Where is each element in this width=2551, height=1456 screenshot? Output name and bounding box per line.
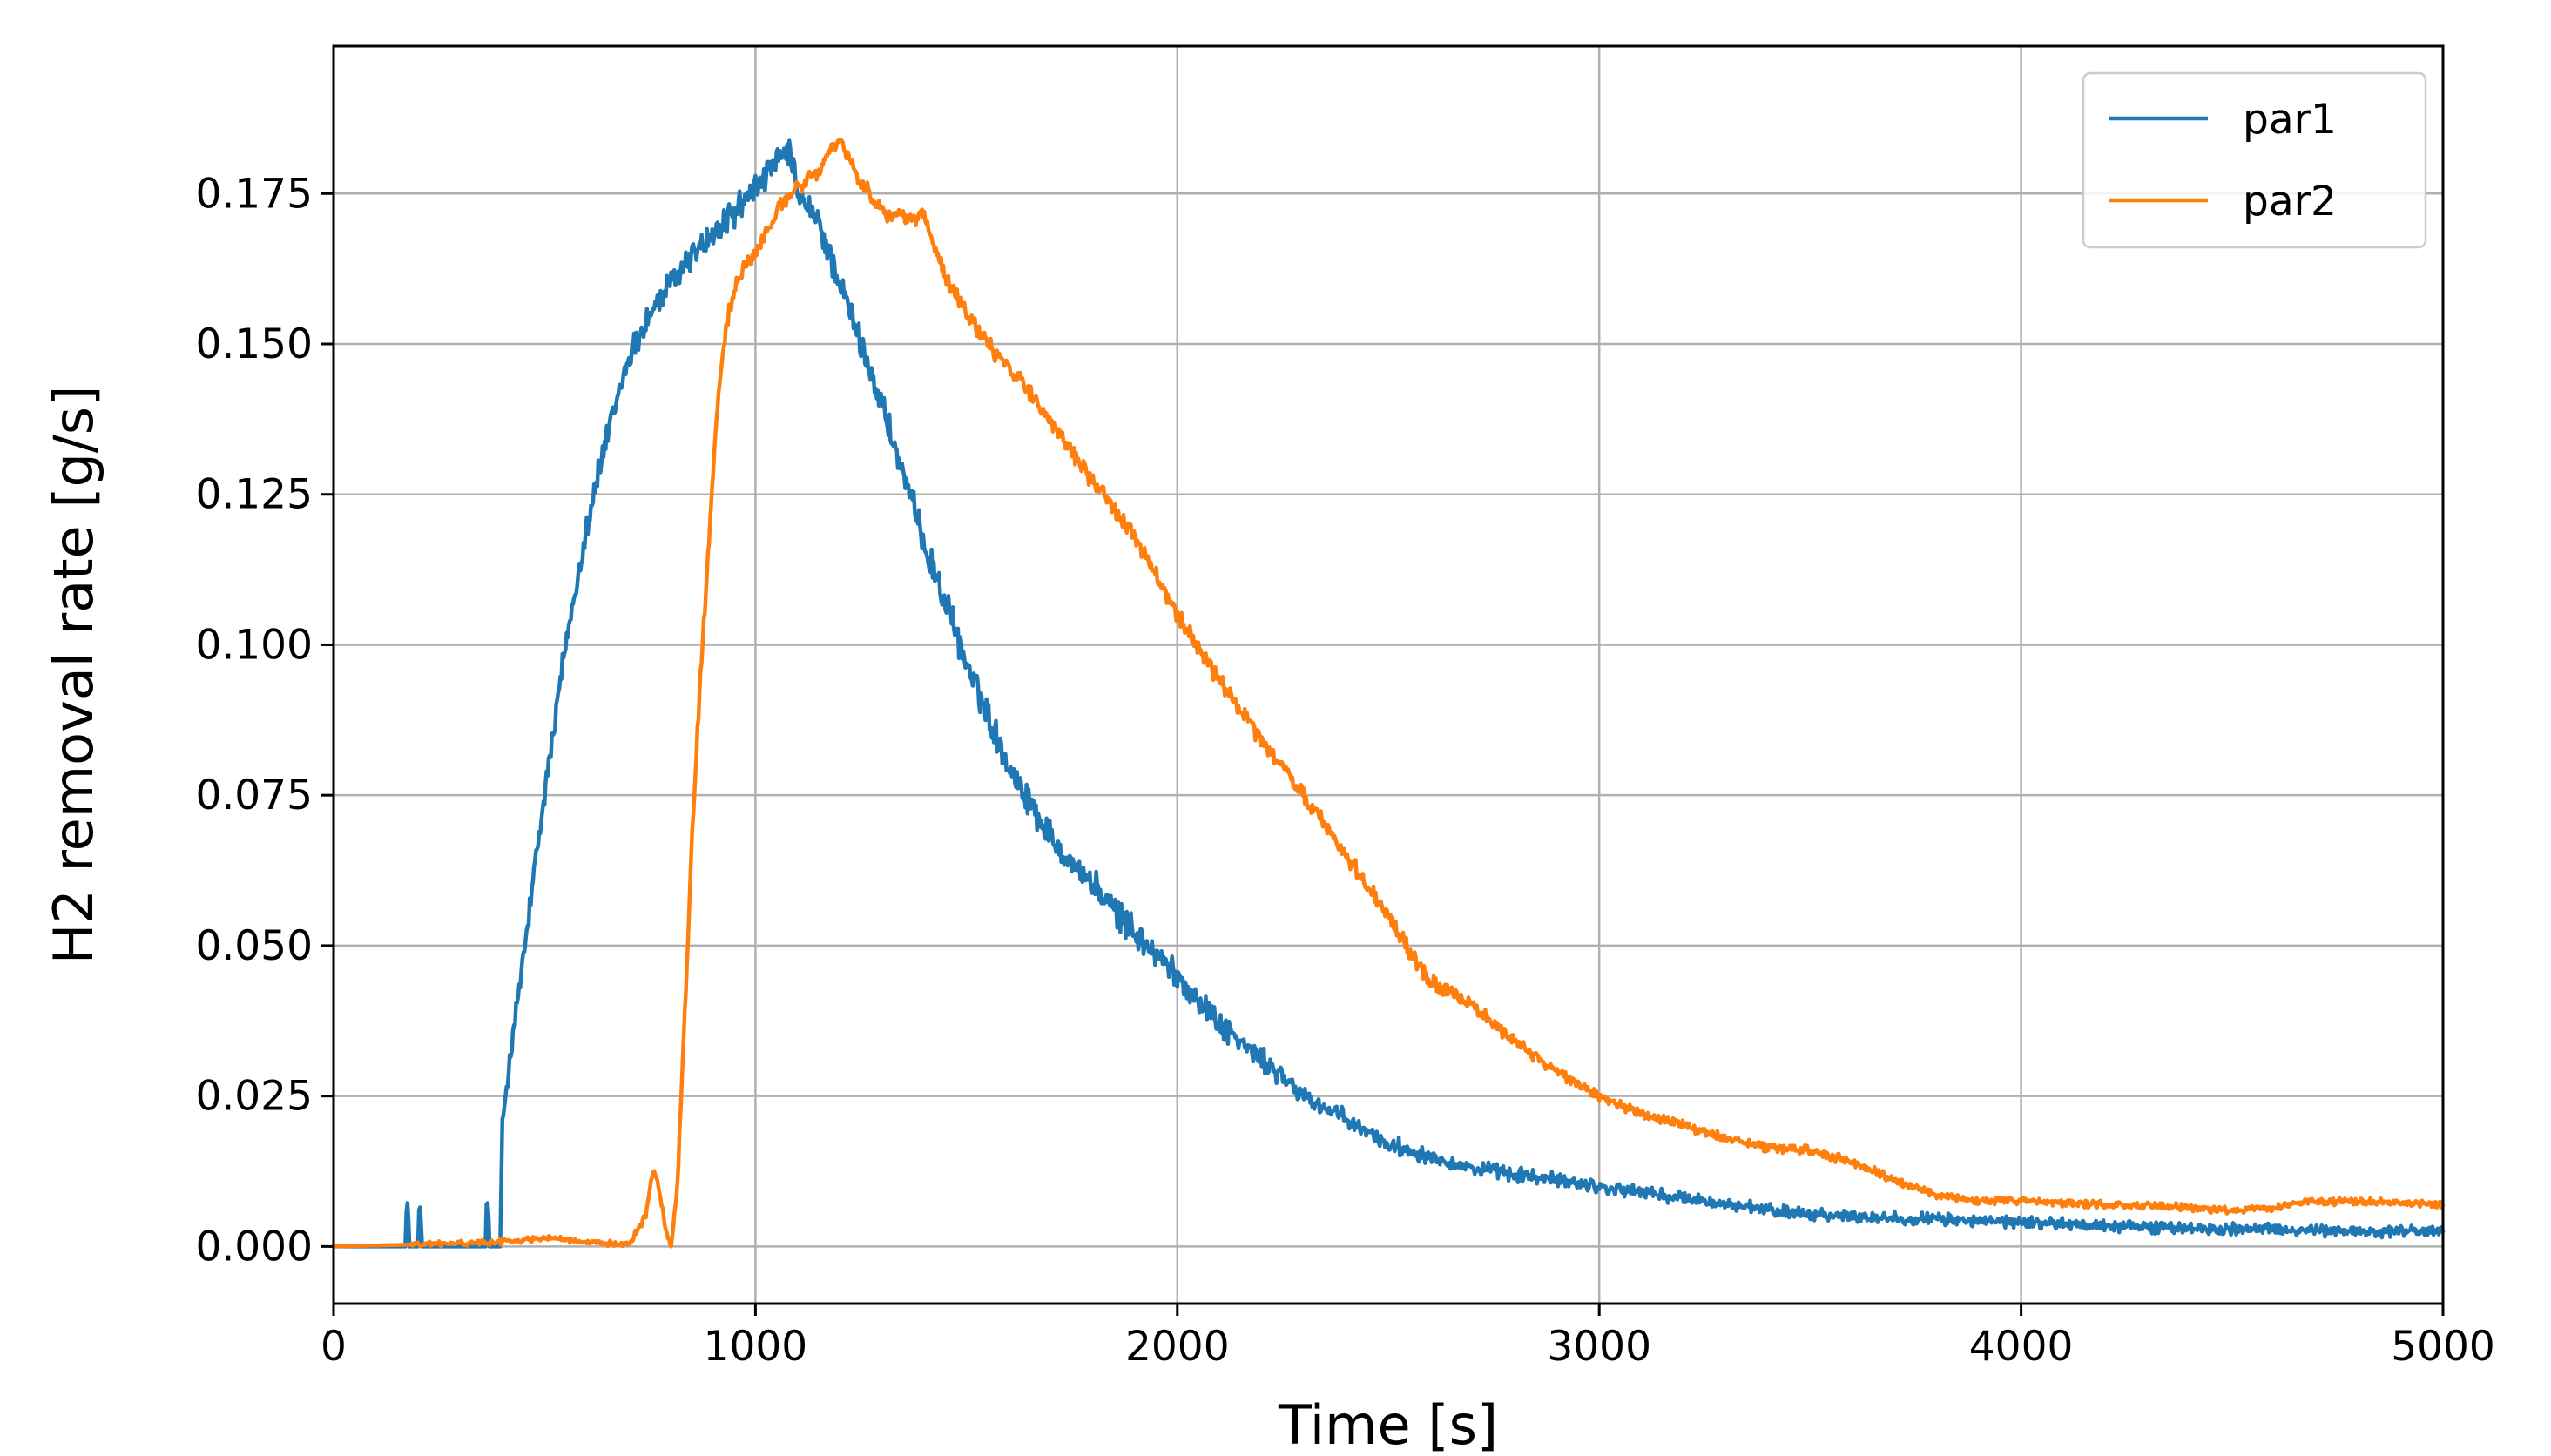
y-tick-label: 0.050 bbox=[195, 922, 313, 970]
x-axis: 0 1000 2000 3000 4000 5000 bbox=[321, 1304, 2495, 1371]
y-tick-label: 0.150 bbox=[195, 320, 313, 368]
legend-label-par2: par2 bbox=[2243, 178, 2337, 226]
x-tick-label: 5000 bbox=[2391, 1323, 2495, 1371]
y-tick-label: 0.025 bbox=[195, 1073, 313, 1121]
x-tick-label: 4000 bbox=[1969, 1323, 2074, 1371]
y-axis-label: H2 removal rate [g/s] bbox=[42, 386, 105, 965]
x-tick-label: 1000 bbox=[704, 1323, 808, 1371]
series-line-par2 bbox=[331, 137, 2446, 1249]
x-tick-label: 0 bbox=[321, 1323, 347, 1371]
y-tick-label: 0.075 bbox=[195, 772, 313, 819]
y-tick-label: 0.000 bbox=[195, 1223, 313, 1271]
plot-frame bbox=[332, 44, 2445, 1305]
legend: par1 par2 bbox=[2082, 71, 2427, 249]
legend-label-par1: par1 bbox=[2243, 96, 2337, 144]
y-tick-label: 0.125 bbox=[195, 471, 313, 519]
y-tick-label: 0.175 bbox=[195, 170, 313, 218]
x-axis-label: Time [s] bbox=[1278, 1393, 1498, 1456]
y-tick-label: 0.100 bbox=[195, 621, 313, 669]
x-tick-label: 3000 bbox=[1547, 1323, 1651, 1371]
series-line-par1 bbox=[331, 138, 2446, 1249]
series-layer bbox=[331, 137, 2446, 1249]
x-tick-label: 2000 bbox=[1125, 1323, 1230, 1371]
grid-lines bbox=[332, 46, 2445, 1304]
y-axis: 0.000 0.025 0.050 0.075 0.100 0.125 0.150 0.175 bbox=[195, 170, 334, 1271]
